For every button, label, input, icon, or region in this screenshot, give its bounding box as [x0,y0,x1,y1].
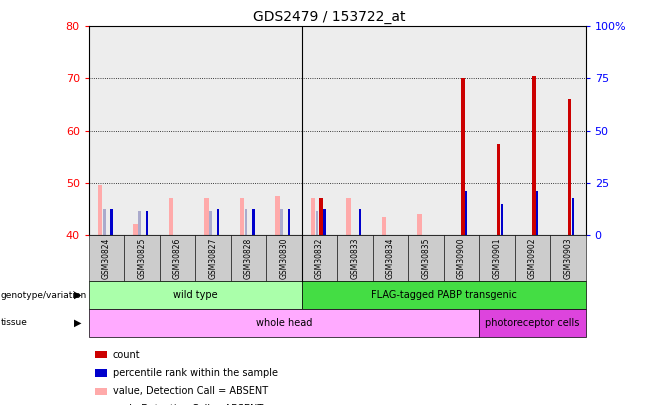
Text: GSM30830: GSM30830 [280,237,288,279]
Bar [160,26,195,235]
Text: tissue: tissue [1,318,28,327]
Text: percentile rank within the sample: percentile rank within the sample [113,368,278,378]
Bar [288,209,290,235]
Bar [98,185,103,235]
Bar [146,211,148,235]
Bar [209,211,212,235]
Bar [465,191,467,235]
Bar [280,209,283,235]
Text: GSM30826: GSM30826 [173,237,182,279]
Bar [195,26,231,235]
Text: GSM30832: GSM30832 [315,237,324,279]
Bar [572,198,574,235]
Bar [231,26,266,235]
Text: GSM30903: GSM30903 [563,237,572,279]
Bar [217,209,219,235]
Bar [266,26,302,235]
Text: GSM30825: GSM30825 [138,237,147,279]
Bar [359,209,361,235]
Bar [134,224,138,235]
Bar [497,144,500,235]
Text: GSM30900: GSM30900 [457,237,466,279]
Bar [501,204,503,235]
Bar [443,26,479,235]
Bar [550,26,586,235]
Bar [408,26,443,235]
Bar [417,214,422,235]
Bar [89,26,124,235]
Text: GSM30902: GSM30902 [528,237,537,279]
Bar [461,79,465,235]
Text: GSM30835: GSM30835 [421,237,430,279]
Bar [240,198,244,235]
Bar [138,211,141,235]
Bar [311,198,315,235]
Text: GSM30833: GSM30833 [351,237,359,279]
Text: GSM30834: GSM30834 [386,237,395,279]
Text: GSM30828: GSM30828 [244,238,253,279]
Text: count: count [113,350,140,360]
Bar [275,196,280,235]
Bar [372,26,408,235]
Bar [382,217,386,235]
Bar [536,191,538,235]
Bar [169,198,174,235]
Bar [302,26,337,235]
Text: ▶: ▶ [74,290,82,300]
Text: wild type: wild type [173,290,218,300]
Text: GSM30824: GSM30824 [102,237,111,279]
Bar [253,209,255,235]
Text: whole head: whole head [256,318,312,328]
Bar [103,209,105,235]
Bar [532,76,536,235]
Bar [245,209,247,235]
Bar [515,26,550,235]
Bar [319,198,322,235]
Text: genotype/variation: genotype/variation [1,291,87,300]
Text: GSM30901: GSM30901 [492,237,501,279]
Bar [323,209,326,235]
Bar [479,26,515,235]
Bar [567,99,571,235]
Text: ▶: ▶ [74,318,82,328]
Text: value, Detection Call = ABSENT: value, Detection Call = ABSENT [113,386,268,396]
Bar [346,198,351,235]
Bar [111,209,113,235]
Text: FLAG-tagged PABP transgenic: FLAG-tagged PABP transgenic [370,290,517,300]
Text: GSM30827: GSM30827 [209,237,218,279]
Bar [316,211,318,235]
Bar [337,26,372,235]
Text: photoreceptor cells: photoreceptor cells [485,318,580,328]
Bar [124,26,160,235]
Bar [205,198,209,235]
Text: GDS2479 / 153722_at: GDS2479 / 153722_at [253,10,405,24]
